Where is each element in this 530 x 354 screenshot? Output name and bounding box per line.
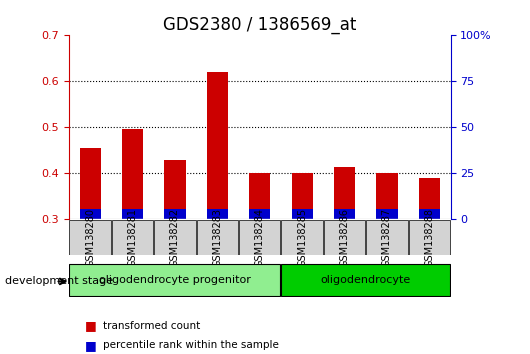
Text: ■: ■	[85, 339, 96, 352]
Text: GSM138282: GSM138282	[170, 207, 180, 267]
Bar	[207, 72, 228, 219]
Bar	[80, 209, 101, 219]
FancyBboxPatch shape	[239, 220, 280, 255]
Text: GSM138284: GSM138284	[255, 208, 264, 267]
Bar	[334, 209, 355, 219]
Text: percentile rank within the sample: percentile rank within the sample	[103, 340, 279, 350]
FancyBboxPatch shape	[409, 220, 450, 255]
Text: GSM138288: GSM138288	[425, 208, 434, 267]
FancyBboxPatch shape	[69, 264, 280, 296]
FancyBboxPatch shape	[281, 264, 449, 296]
Text: GSM138286: GSM138286	[340, 208, 349, 267]
Bar	[122, 209, 143, 219]
Bar	[122, 129, 143, 219]
Bar	[292, 173, 313, 219]
FancyBboxPatch shape	[324, 220, 365, 255]
Bar	[419, 209, 440, 219]
FancyBboxPatch shape	[69, 220, 111, 255]
Bar	[292, 209, 313, 219]
Text: oligodendrocyte: oligodendrocyte	[321, 275, 411, 285]
FancyBboxPatch shape	[281, 220, 323, 255]
FancyBboxPatch shape	[366, 220, 408, 255]
Text: GSM138281: GSM138281	[128, 208, 137, 267]
Text: GSM138285: GSM138285	[297, 207, 307, 267]
Text: GSM138280: GSM138280	[85, 208, 95, 267]
FancyBboxPatch shape	[197, 220, 238, 255]
Text: development stage: development stage	[5, 276, 113, 286]
Bar	[334, 166, 355, 219]
Bar	[419, 178, 440, 219]
Bar	[207, 209, 228, 219]
Text: GSM138283: GSM138283	[213, 208, 222, 267]
Text: oligodendrocyte progenitor: oligodendrocyte progenitor	[99, 275, 251, 285]
Text: ■: ■	[85, 319, 96, 332]
Title: GDS2380 / 1386569_at: GDS2380 / 1386569_at	[163, 16, 356, 34]
Bar	[249, 173, 270, 219]
FancyBboxPatch shape	[154, 220, 196, 255]
FancyBboxPatch shape	[112, 220, 153, 255]
Bar	[249, 209, 270, 219]
Bar	[80, 148, 101, 219]
Bar	[164, 209, 186, 219]
Bar	[376, 173, 398, 219]
Text: transformed count: transformed count	[103, 321, 200, 331]
Text: GSM138287: GSM138287	[382, 207, 392, 267]
Bar	[164, 160, 186, 219]
Bar	[376, 209, 398, 219]
